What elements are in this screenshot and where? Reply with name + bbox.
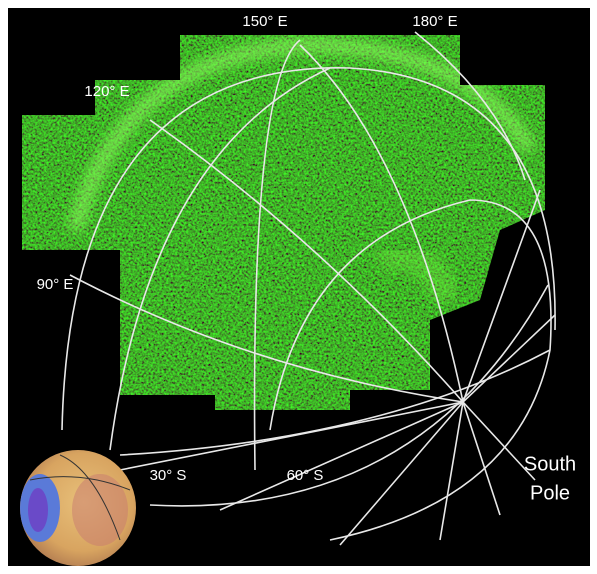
longitude-label: 150° E [242,13,287,30]
planet-inset [20,450,136,566]
coordinate-grid [61,31,556,546]
longitude-label: 180° E [412,13,457,30]
latitude-label: 30° S [150,467,187,484]
latitude-label: 60° S [287,467,324,484]
pole-label: Pole [530,482,570,504]
pole-label: South [524,453,576,475]
longitude-label: 120° E [84,83,129,100]
longitude-label: 90° E [37,276,74,293]
